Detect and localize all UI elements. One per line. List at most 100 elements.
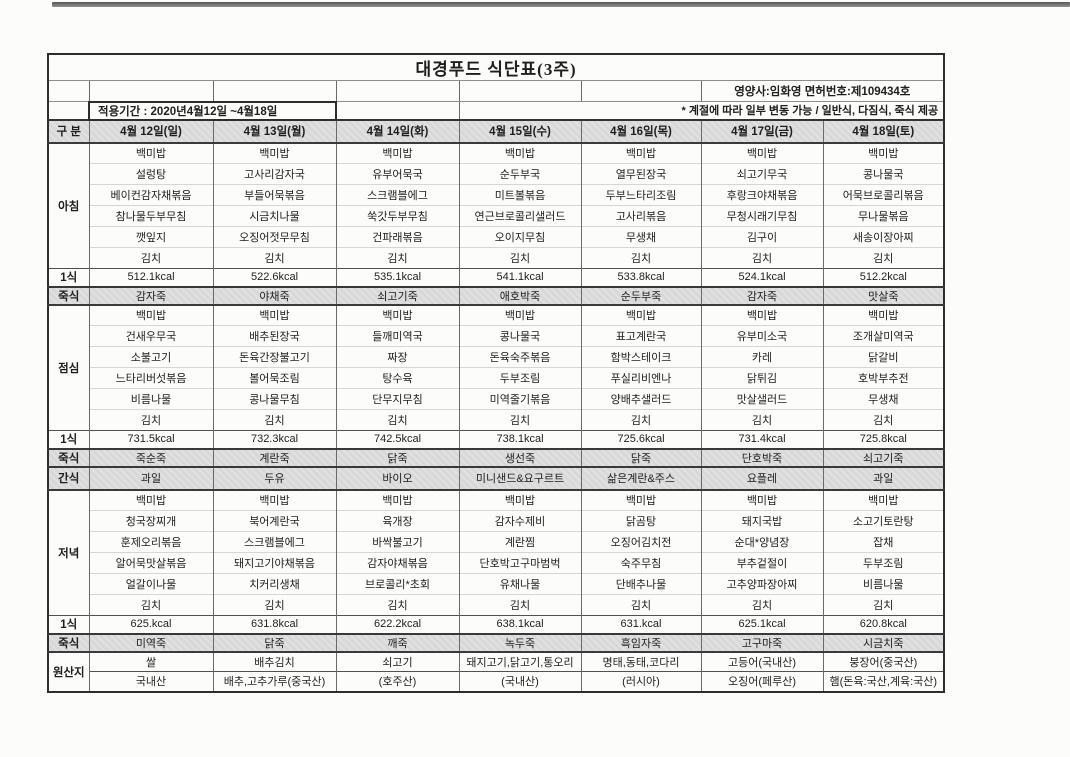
menu-cell: 숙주무침: [580, 552, 702, 574]
menu-cell: 카레: [700, 346, 824, 368]
menu-cell: 들깨미역국: [335, 325, 460, 347]
porridge-cell: 애호박죽: [458, 285, 582, 305]
menu-cell: 조개살미역국: [822, 325, 945, 347]
kcal-cell: 731.5kcal: [88, 430, 214, 449]
menu-cell: 소고기토란탕: [822, 510, 945, 532]
porridge-cell: 순두부죽: [580, 285, 702, 305]
menu-cell: 닭갈비: [822, 346, 945, 368]
menu-cell: 순두부국: [458, 163, 582, 185]
menu-cell: 감자야채볶음: [335, 552, 460, 574]
kcal-cell: 522.6kcal: [212, 268, 337, 287]
menu-cell: 김치: [212, 594, 337, 616]
porridge-cell: 감자죽: [700, 285, 824, 305]
menu-cell: 콩나물무침: [212, 388, 337, 410]
porridge-cell: 생선죽: [458, 447, 582, 467]
menu-cell: 고사리감자국: [212, 163, 337, 185]
menu-cell: 배추된장국: [212, 325, 337, 347]
menu-cell: 쇠고기무국: [700, 163, 824, 185]
menu-cell: 김치: [88, 594, 214, 616]
menu-cell: 콩나물국: [822, 163, 945, 185]
snack-cell: 두유: [212, 465, 337, 490]
menu-body: 아침 백미밥 백미밥 백미밥 백미밥 백미밥 백미밥 백미밥 설렁탕 고사리감자국 유부어묵국 순두부…: [47, 141, 945, 692]
menu-cell: 새송이장아찌: [822, 226, 945, 248]
menu-cell: 청국장찌개: [88, 510, 214, 532]
menu-cell: 호박부추전: [822, 367, 945, 389]
empty-cell: [212, 80, 337, 102]
menu-cell: 김치: [212, 247, 337, 269]
table-row: 국내산 배추,고추가루(중국산) (호주산) (국내산) (러시아) 오징어(페루산) 햄(…: [48, 671, 945, 692]
menu-cell: 감자수제비: [458, 510, 582, 532]
table-row: 비름나물 콩나물무침 단무지무침 미역줄기볶음 양배추샐러드 맛살샐러드 무생채: [48, 388, 945, 410]
menu-cell: 유채나물: [458, 573, 582, 595]
menu-cell: 백미밥: [822, 141, 945, 164]
menu-cell: 백미밥: [212, 141, 337, 164]
kcal-cell: 725.6kcal: [580, 430, 702, 449]
menu-cell: 김치: [88, 247, 214, 269]
porridge-cell: 야채죽: [212, 285, 337, 305]
menu-cell: 콩나물국: [458, 325, 582, 347]
kcal-cell: 631.kcal: [580, 615, 702, 634]
kcal-cell: 625.1kcal: [700, 615, 824, 634]
menu-cell: 백미밥: [700, 141, 824, 164]
menu-cell: 두부조림: [458, 367, 582, 389]
menu-cell: 김치: [335, 247, 460, 269]
menu-cell: 김치: [458, 409, 582, 431]
menu-cell: 소불고기: [88, 346, 214, 368]
per-meal-label: 1식: [47, 615, 90, 634]
table-row: 참나물두부무침 시금치나물 쑥갓두부무침 연근브로콜리샐러드 고사리볶음 무청시래기무침 무…: [48, 205, 945, 227]
menu-cell: 유부어묵국: [335, 163, 460, 185]
kcal-cell: 742.5kcal: [335, 430, 460, 449]
porridge-label: 죽식: [47, 285, 90, 305]
origin-cell: (국내산): [458, 671, 582, 692]
table-row: 1식 731.5kcal 732.3kcal 742.5kcal 738.1kcal 72…: [47, 430, 945, 449]
day-header-4: 4월 15일(수): [458, 118, 582, 144]
nutritionist-row: 영양사:임화영 면허번호:제109434호: [47, 80, 945, 102]
table-row: 설렁탕 고사리감자국 유부어묵국 순두부국 열무된장국 쇠고기무국 콩나물국: [48, 163, 945, 185]
origin-cell: 쌀: [88, 650, 214, 672]
menu-cell: 잡채: [822, 531, 945, 553]
porridge-cell: 시금치죽: [822, 632, 945, 652]
kcal-cell: 620.8kcal: [822, 615, 945, 634]
kcal-cell: 541.1kcal: [458, 268, 582, 287]
menu-cell: 백미밥: [580, 488, 702, 511]
table-row: 청국장찌개 북어계란국 육개장 감자수제비 닭곰탕 돼지국밥 소고기토란탕: [48, 510, 945, 532]
menu-cell: 후랑크야채볶음: [700, 184, 824, 206]
table-row: 느타리버섯볶음 볼어묵조림 탕수육 두부조림 푸실리비엔나 닭튀김 호박부추전: [48, 367, 945, 389]
menu-cell: 고추양파장아찌: [700, 573, 824, 595]
menu-cell: 김치: [458, 247, 582, 269]
menu-cell: 무생채: [580, 226, 702, 248]
table-row: 김치 김치 김치 김치 김치 김치 김치: [48, 594, 945, 616]
nutritionist-info: 영양사:임화영 면허번호:제109434호: [700, 80, 945, 102]
kcal-cell: 622.2kcal: [335, 615, 460, 634]
empty-cell: [335, 101, 460, 120]
menu-cell: 스크램블에그: [212, 531, 337, 553]
menu-cell: 김치: [822, 594, 945, 616]
table-row: 소불고기 돈육간장불고기 짜장 돈육숙주볶음 함박스테이크 카레 닭갈비: [48, 346, 945, 368]
table-row: 깻잎지 오징어젓무무침 건파래볶음 오이지무침 무생채 김구이 새송이장아찌: [48, 226, 945, 248]
origin-cell: 오징어(페루산): [700, 671, 824, 692]
menu-cell: 볼어묵조림: [212, 367, 337, 389]
menu-cell: 김치: [822, 409, 945, 431]
section-label-breakfast: 아침: [47, 141, 90, 269]
scan-edge-artifact: [52, 2, 1070, 7]
menu-cell: 순대*양념장: [700, 531, 824, 553]
table-row: 알어묵맛살볶음 돼지고기야채볶음 감자야채볶음 단호박고구마범벅 숙주무침 부추겉절이 두부…: [48, 552, 945, 574]
origin-cell: 쇠고기: [335, 650, 460, 672]
menu-cell: 유부미소국: [700, 325, 824, 347]
table-row: 죽식 감자죽 야채죽 쇠고기죽 애호박죽 순두부죽 감자죽 맛살죽: [47, 285, 945, 305]
menu-cell: 연근브로콜리샐러드: [458, 205, 582, 227]
empty-cell: [47, 101, 90, 120]
season-note: * 계절에 따라 일부 변동 가능 / 일반식, 다짐식, 죽식 제공: [458, 101, 945, 120]
menu-cell: 열무된장국: [580, 163, 702, 185]
menu-cell: 돼지고기야채볶음: [212, 552, 337, 574]
origin-cell: 배추김치: [212, 650, 337, 672]
snack-cell: 삶은계란&주스: [580, 465, 702, 490]
menu-cell: 돼지국밥: [700, 510, 824, 532]
menu-cell: 비름나물: [88, 388, 214, 410]
kcal-cell: 638.1kcal: [458, 615, 582, 634]
menu-cell: 백미밥: [335, 141, 460, 164]
kcal-cell: 631.8kcal: [212, 615, 337, 634]
menu-cell: 돈육숙주볶음: [458, 346, 582, 368]
origin-cell: 배추,고추가루(중국산): [212, 671, 337, 692]
menu-cell: 미역줄기볶음: [458, 388, 582, 410]
